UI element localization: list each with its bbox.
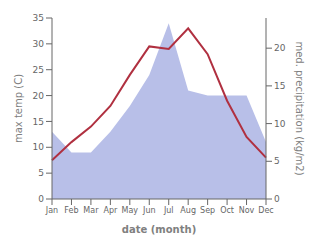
svg-text:20: 20 <box>274 43 286 53</box>
svg-text:Aug: Aug <box>180 206 196 215</box>
svg-text:15: 15 <box>274 81 285 91</box>
svg-text:May: May <box>122 206 139 215</box>
svg-text:Oct: Oct <box>220 206 234 215</box>
svg-text:5: 5 <box>38 168 44 178</box>
svg-text:Nov: Nov <box>239 206 255 215</box>
svg-text:15: 15 <box>33 117 44 127</box>
svg-text:Jul: Jul <box>163 206 174 215</box>
svg-text:Dec: Dec <box>258 206 273 215</box>
svg-text:Jan: Jan <box>45 206 58 215</box>
svg-text:Mar: Mar <box>83 206 99 215</box>
svg-text:0: 0 <box>274 194 280 204</box>
svg-text:0: 0 <box>38 194 44 204</box>
svg-text:date (month): date (month) <box>122 224 196 235</box>
svg-text:10: 10 <box>33 142 45 152</box>
svg-text:med. precipitation (kg/m2): med. precipitation (kg/m2) <box>294 41 305 175</box>
svg-text:Apr: Apr <box>103 206 118 215</box>
svg-text:35: 35 <box>33 13 44 23</box>
svg-text:Feb: Feb <box>64 206 78 215</box>
svg-text:max temp (C): max temp (C) <box>13 74 24 143</box>
svg-text:20: 20 <box>33 91 45 101</box>
svg-text:5: 5 <box>274 156 280 166</box>
svg-text:Jun: Jun <box>142 206 156 215</box>
svg-text:30: 30 <box>33 39 45 49</box>
svg-text:10: 10 <box>274 119 286 129</box>
svg-text:Sep: Sep <box>200 206 215 215</box>
svg-text:25: 25 <box>33 65 44 75</box>
